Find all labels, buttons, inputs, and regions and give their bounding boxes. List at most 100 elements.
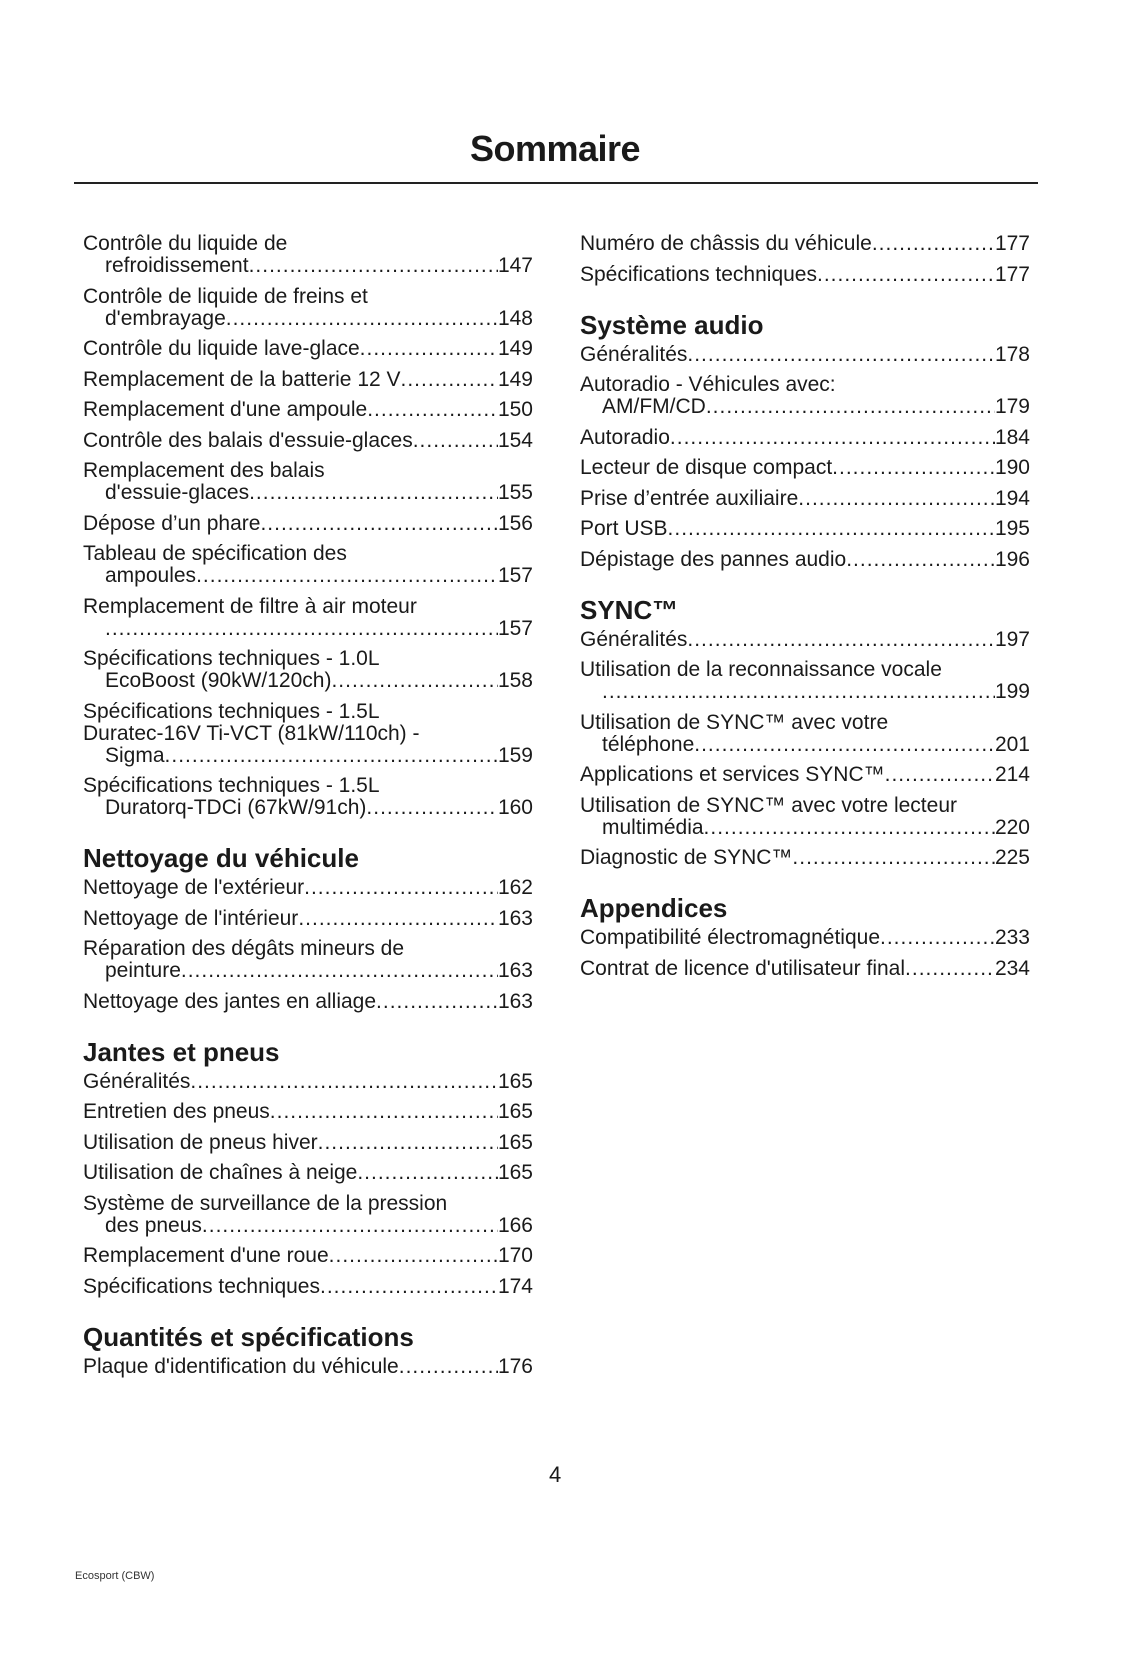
toc-entry[interactable]: Autoradio - Véhicules avec: AM/FM/CD.....… [580, 374, 1030, 418]
page-number: 4 [549, 1462, 562, 1487]
toc-page-number[interactable]: 177 [994, 232, 1030, 255]
toc-page-number[interactable]: 154 [497, 428, 533, 452]
toc-page-number[interactable]: 163 [497, 989, 533, 1013]
toc-entry-text: Contrôle du liquide lave-glace [83, 337, 360, 360]
toc-page-number[interactable]: 162 [497, 876, 533, 899]
toc-page-number[interactable]: 149 [497, 367, 533, 391]
toc-entry[interactable]: Contrôle des balais d'essuie-glaces.....… [83, 428, 533, 452]
page-title: Sommaire [469, 128, 641, 169]
toc-entry[interactable]: Utilisation de SYNC™ avec votre téléphone… [580, 711, 1030, 756]
toc-page-number[interactable]: 184 [994, 425, 1030, 449]
toc-entry[interactable]: Généralités.............................… [580, 342, 1030, 366]
toc-entry[interactable]: Remplacement des balais d'essuie-glaces..… [83, 460, 533, 504]
toc-entry[interactable]: Nettoyage de l'intérieur................… [83, 906, 533, 930]
toc-entry[interactable]: Spécifications techniques - 1.5L Duratorq… [83, 775, 533, 819]
toc-page-number[interactable]: 225 [994, 846, 1030, 869]
toc-entry[interactable]: Nettoyage de l'extérieur................… [83, 877, 533, 899]
toc-entry[interactable]: Spécifications techniques...............… [580, 262, 1030, 286]
toc-entry[interactable]: Compatibilité électromagnétique.........… [580, 927, 1030, 949]
toc-page-number[interactable]: 234 [994, 956, 1030, 980]
toc-entry-text: Généralités [83, 1069, 191, 1093]
toc-page-number[interactable]: 177 [994, 262, 1030, 286]
toc-page-number[interactable]: 220 [994, 815, 1030, 839]
toc-entry-text: Spécifications techniques [580, 262, 817, 286]
toc-page-number[interactable]: 163 [497, 959, 533, 982]
toc-entry[interactable]: Tableau de spécification des ampoules....… [83, 543, 533, 587]
toc-entry[interactable]: Utilisation de la reconnaissance vocale.… [580, 659, 1030, 703]
toc-entry[interactable]: Contrôle du liquide lave-glace..........… [83, 338, 533, 360]
toc-entry[interactable]: Autoradio...............................… [580, 425, 1030, 449]
toc-entry[interactable]: Remplacement de la batterie 12 V........… [83, 367, 533, 391]
toc-entry[interactable]: Spécifications techniques...............… [83, 1274, 533, 1298]
toc-entry[interactable]: Généralités.............................… [580, 627, 1030, 651]
toc-page-number[interactable]: 170 [497, 1244, 533, 1267]
toc-page-number[interactable]: 194 [994, 486, 1030, 510]
toc-entry[interactable]: Prise d’entrée auxiliaire...............… [580, 486, 1030, 510]
toc-entry[interactable]: Applications et services SYNC™..........… [580, 764, 1030, 786]
toc-entry-text: Duratorq-TDCi (67kW/91ch) [105, 796, 367, 819]
toc-entry[interactable]: Spécifications techniques - 1.5L Duratec-… [83, 700, 533, 767]
toc-page-number[interactable]: 233 [994, 926, 1030, 949]
toc-page-number[interactable]: 199 [994, 680, 1030, 703]
dot-leader: ........................................… [269, 1101, 498, 1123]
toc-entry-last-line: des pneus...............................… [83, 1213, 533, 1237]
toc-page-number[interactable]: 155 [497, 481, 533, 504]
toc-entry[interactable]: Système de surveillance de la pression de… [83, 1192, 533, 1237]
toc-page-number[interactable]: 156 [497, 511, 533, 535]
dot-leader: ........................................… [105, 617, 498, 640]
toc-entry[interactable]: Remplacement de filtre à air moteur.....… [83, 595, 533, 640]
toc-page-number[interactable]: 166 [497, 1213, 533, 1237]
toc-page-number[interactable]: 196 [994, 547, 1030, 571]
toc-page-number[interactable]: 214 [994, 763, 1030, 786]
toc-entry[interactable]: Port USB................................… [580, 518, 1030, 540]
toc-entry[interactable]: Contrat de licence d'utilisateur final..… [580, 956, 1030, 980]
toc-page-number[interactable]: 165 [497, 1069, 533, 1093]
toc-entry[interactable]: Généralités.............................… [83, 1069, 533, 1093]
toc-entry-last-line: Spécifications techniques...............… [580, 262, 1030, 286]
toc-page-number[interactable]: 165 [497, 1161, 533, 1184]
toc-page-number[interactable]: 159 [497, 743, 533, 767]
toc-page-number[interactable]: 148 [497, 306, 533, 330]
toc-entry[interactable]: Contrôle de liquide de freins et d'embray… [83, 285, 533, 330]
toc-page-number[interactable]: 157 [497, 564, 533, 587]
toc-page-number[interactable]: 197 [994, 627, 1030, 651]
toc-page-number[interactable]: 190 [994, 456, 1030, 479]
toc-entry[interactable]: Remplacement d'une roue.................… [83, 1245, 533, 1267]
toc-entry-last-line: Remplacement d'une roue.................… [83, 1245, 533, 1267]
toc-entry[interactable]: Utilisation de pneus hiver..............… [83, 1130, 533, 1154]
toc-page-number[interactable]: 165 [497, 1130, 533, 1154]
toc-page-number[interactable]: 179 [994, 395, 1030, 418]
toc-entry[interactable]: Diagnostic de SYNC™.....................… [580, 847, 1030, 869]
toc-page-number[interactable]: 201 [994, 732, 1030, 756]
toc-entry[interactable]: Entretien des pneus.....................… [83, 1101, 533, 1123]
toc-entry-last-line: Remplacement d'une ampoule..............… [83, 399, 533, 421]
toc-entry[interactable]: Dépistage des pannes audio..............… [580, 547, 1030, 571]
toc-page-number[interactable]: 174 [497, 1274, 533, 1298]
toc-entry[interactable]: Nettoyage des jantes en alliage.........… [83, 989, 533, 1013]
toc-entry[interactable]: Remplacement d'une ampoule..............… [83, 399, 533, 421]
dot-leader: ........................................… [260, 512, 497, 535]
toc-page-number[interactable]: 178 [994, 342, 1030, 366]
dot-leader: ........................................… [201, 1214, 498, 1237]
toc-entry[interactable]: Réparation des dégâts mineurs de peinture… [83, 938, 533, 982]
toc-entry[interactable]: Utilisation de chaînes à neige..........… [83, 1162, 533, 1184]
toc-page-number[interactable]: 176 [497, 1354, 533, 1378]
dot-leader: ........................................… [832, 457, 995, 479]
toc-page-number[interactable]: 149 [497, 337, 533, 360]
toc-entry[interactable]: Plaque d'identification du véhicule.....… [83, 1354, 533, 1378]
toc-page-number[interactable]: 150 [497, 398, 533, 421]
toc-page-number[interactable]: 165 [497, 1100, 533, 1123]
toc-page-number[interactable]: 157 [497, 616, 533, 640]
toc-entry[interactable]: Dépose d’un phare.......................… [83, 511, 533, 535]
toc-page-number[interactable]: 195 [994, 517, 1030, 540]
toc-entry[interactable]: Lecteur de disque compact...............… [580, 457, 1030, 479]
toc-entry[interactable]: Contrôle du liquide de refroidissement...… [83, 233, 533, 277]
toc-entry[interactable]: Numéro de châssis du véhicule...........… [580, 233, 1030, 255]
toc-page-number[interactable]: 160 [497, 796, 533, 819]
toc-entry[interactable]: Spécifications techniques - 1.0L EcoBoost… [83, 648, 533, 692]
toc-page-number[interactable]: 147 [497, 254, 533, 277]
toc-entry[interactable]: Utilisation de SYNC™ avec votre lecteur m… [580, 794, 1030, 839]
toc-page-number[interactable]: 158 [497, 669, 533, 692]
section-heading: Quantités et spécifications [83, 1321, 414, 1352]
toc-page-number[interactable]: 163 [497, 906, 533, 930]
